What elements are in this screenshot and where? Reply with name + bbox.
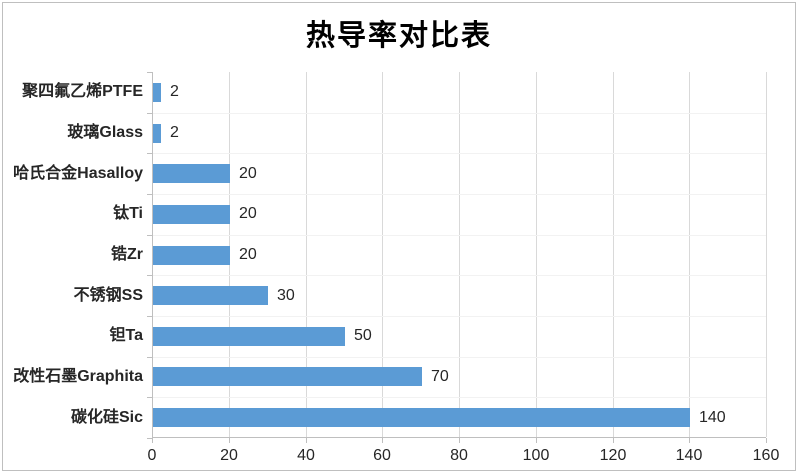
gridline-vertical bbox=[382, 72, 383, 437]
category-label: 钛Ti bbox=[113, 205, 143, 223]
category-label: 改性石墨Graphita bbox=[13, 368, 143, 385]
row-boundary-line bbox=[153, 316, 766, 317]
x-axis-tick bbox=[229, 438, 230, 443]
value-label: 140 bbox=[699, 408, 726, 426]
y-axis-tick bbox=[147, 194, 152, 195]
gridline-vertical bbox=[306, 72, 307, 437]
bar bbox=[153, 205, 230, 224]
value-label: 20 bbox=[239, 246, 257, 263]
x-axis-tick bbox=[689, 438, 690, 443]
x-tick-label: 60 bbox=[373, 447, 391, 464]
category-label: 不锈钢SS bbox=[73, 286, 143, 304]
chart-title: 热导率对比表 bbox=[305, 20, 492, 52]
value-label: 20 bbox=[239, 205, 257, 223]
x-tick-label: 0 bbox=[147, 447, 157, 464]
x-tick-label: 40 bbox=[297, 447, 315, 464]
row-boundary-line bbox=[153, 275, 766, 276]
category-label: 玻璃Glass bbox=[67, 124, 143, 141]
row-boundary-line bbox=[153, 153, 766, 154]
category-label: 钽Ta bbox=[109, 327, 144, 345]
x-tick-label: 20 bbox=[220, 447, 238, 464]
row-boundary-line bbox=[153, 194, 766, 195]
category-label: 碳化硅Sic bbox=[70, 408, 143, 426]
y-axis-tick bbox=[147, 316, 152, 317]
y-axis-tick bbox=[147, 275, 152, 276]
category-label: 聚四氟乙烯PTFE bbox=[22, 83, 143, 101]
category-label: 哈氏合金Hasalloy bbox=[13, 164, 143, 182]
x-tick-label: 140 bbox=[675, 447, 703, 464]
gridline-vertical bbox=[766, 72, 767, 437]
gridline-vertical bbox=[613, 72, 614, 437]
y-axis-tick bbox=[147, 438, 152, 439]
x-axis-tick bbox=[536, 438, 537, 443]
x-tick-label: 160 bbox=[752, 447, 780, 464]
row-boundary-line bbox=[153, 113, 766, 114]
value-label: 20 bbox=[239, 164, 257, 182]
y-axis-tick bbox=[147, 153, 152, 154]
row-boundary-line bbox=[153, 235, 766, 236]
y-axis-tick bbox=[147, 72, 152, 73]
value-label: 30 bbox=[277, 286, 295, 304]
category-label: 锆Zr bbox=[110, 246, 143, 263]
x-axis-tick bbox=[766, 438, 767, 443]
value-label: 70 bbox=[431, 368, 449, 385]
value-label: 2 bbox=[170, 83, 179, 101]
bar bbox=[153, 327, 345, 346]
bar bbox=[153, 83, 161, 102]
x-axis-tick bbox=[306, 438, 307, 443]
y-axis-tick bbox=[147, 397, 152, 398]
y-axis-tick bbox=[147, 235, 152, 236]
x-tick-label: 120 bbox=[599, 447, 627, 464]
gridline-vertical bbox=[459, 72, 460, 437]
x-tick-label: 80 bbox=[450, 447, 468, 464]
bar bbox=[153, 246, 230, 265]
y-axis-tick bbox=[147, 357, 152, 358]
bar bbox=[153, 367, 422, 386]
value-label: 2 bbox=[170, 124, 179, 141]
x-axis-tick bbox=[459, 438, 460, 443]
x-axis-tick bbox=[613, 438, 614, 443]
value-label: 50 bbox=[354, 327, 372, 345]
bar bbox=[153, 286, 268, 305]
row-boundary-line bbox=[153, 357, 766, 358]
row-boundary-line bbox=[153, 397, 766, 398]
gridline-vertical bbox=[536, 72, 537, 437]
bar bbox=[153, 124, 161, 143]
x-tick-label: 100 bbox=[522, 447, 550, 464]
x-axis-tick bbox=[382, 438, 383, 443]
chart-frame: 热导率对比表 0 20 40 60 80 100 120 140 160 聚四氟乙烯PTFE 2 玻璃… bbox=[2, 2, 796, 471]
bar bbox=[153, 408, 690, 427]
y-axis-tick bbox=[147, 113, 152, 114]
x-axis-tick bbox=[152, 438, 153, 443]
bar bbox=[153, 164, 230, 183]
plot-area bbox=[152, 72, 767, 438]
gridline-vertical bbox=[689, 72, 690, 437]
